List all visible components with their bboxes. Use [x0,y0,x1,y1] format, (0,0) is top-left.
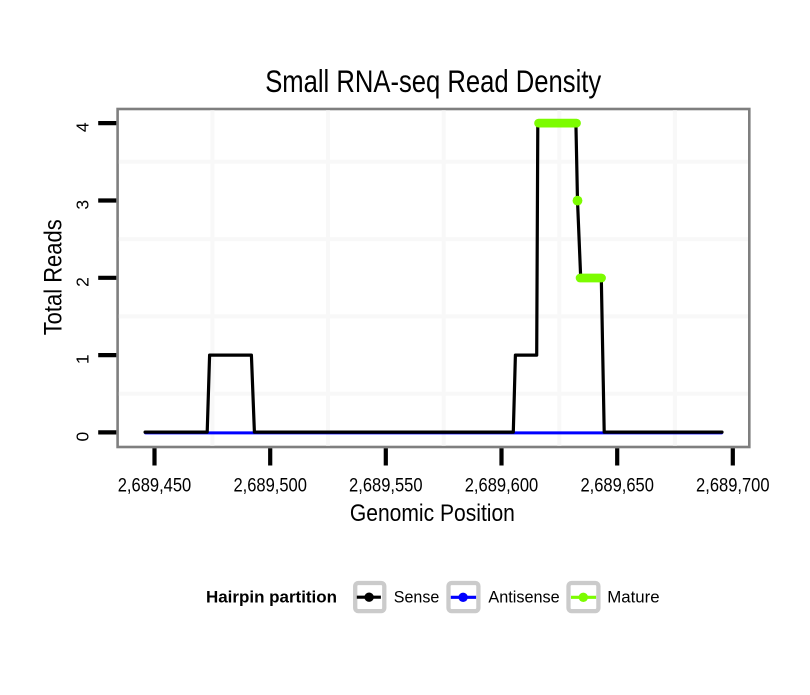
svg-text:2: 2 [72,277,92,287]
svg-text:2,689,500: 2,689,500 [233,475,307,496]
svg-text:3: 3 [72,200,92,210]
svg-text:Total Reads: Total Reads [40,219,68,335]
svg-text:4: 4 [72,122,92,132]
svg-text:2,689,650: 2,689,650 [580,475,654,496]
svg-text:Sense: Sense [394,588,440,606]
svg-text:Genomic Position: Genomic Position [350,500,515,527]
svg-text:2,689,450: 2,689,450 [118,475,192,496]
svg-text:Antisense: Antisense [488,588,559,606]
svg-text:Small RNA-seq Read Density: Small RNA-seq Read Density [265,64,601,99]
svg-text:2,689,600: 2,689,600 [465,475,539,496]
svg-text:Mature: Mature [607,588,659,606]
svg-text:2,689,700: 2,689,700 [696,475,770,496]
svg-text:0: 0 [72,431,92,441]
svg-text:2,689,550: 2,689,550 [349,475,423,496]
svg-text:1: 1 [72,354,92,364]
svg-text:Hairpin partition: Hairpin partition [206,587,337,606]
